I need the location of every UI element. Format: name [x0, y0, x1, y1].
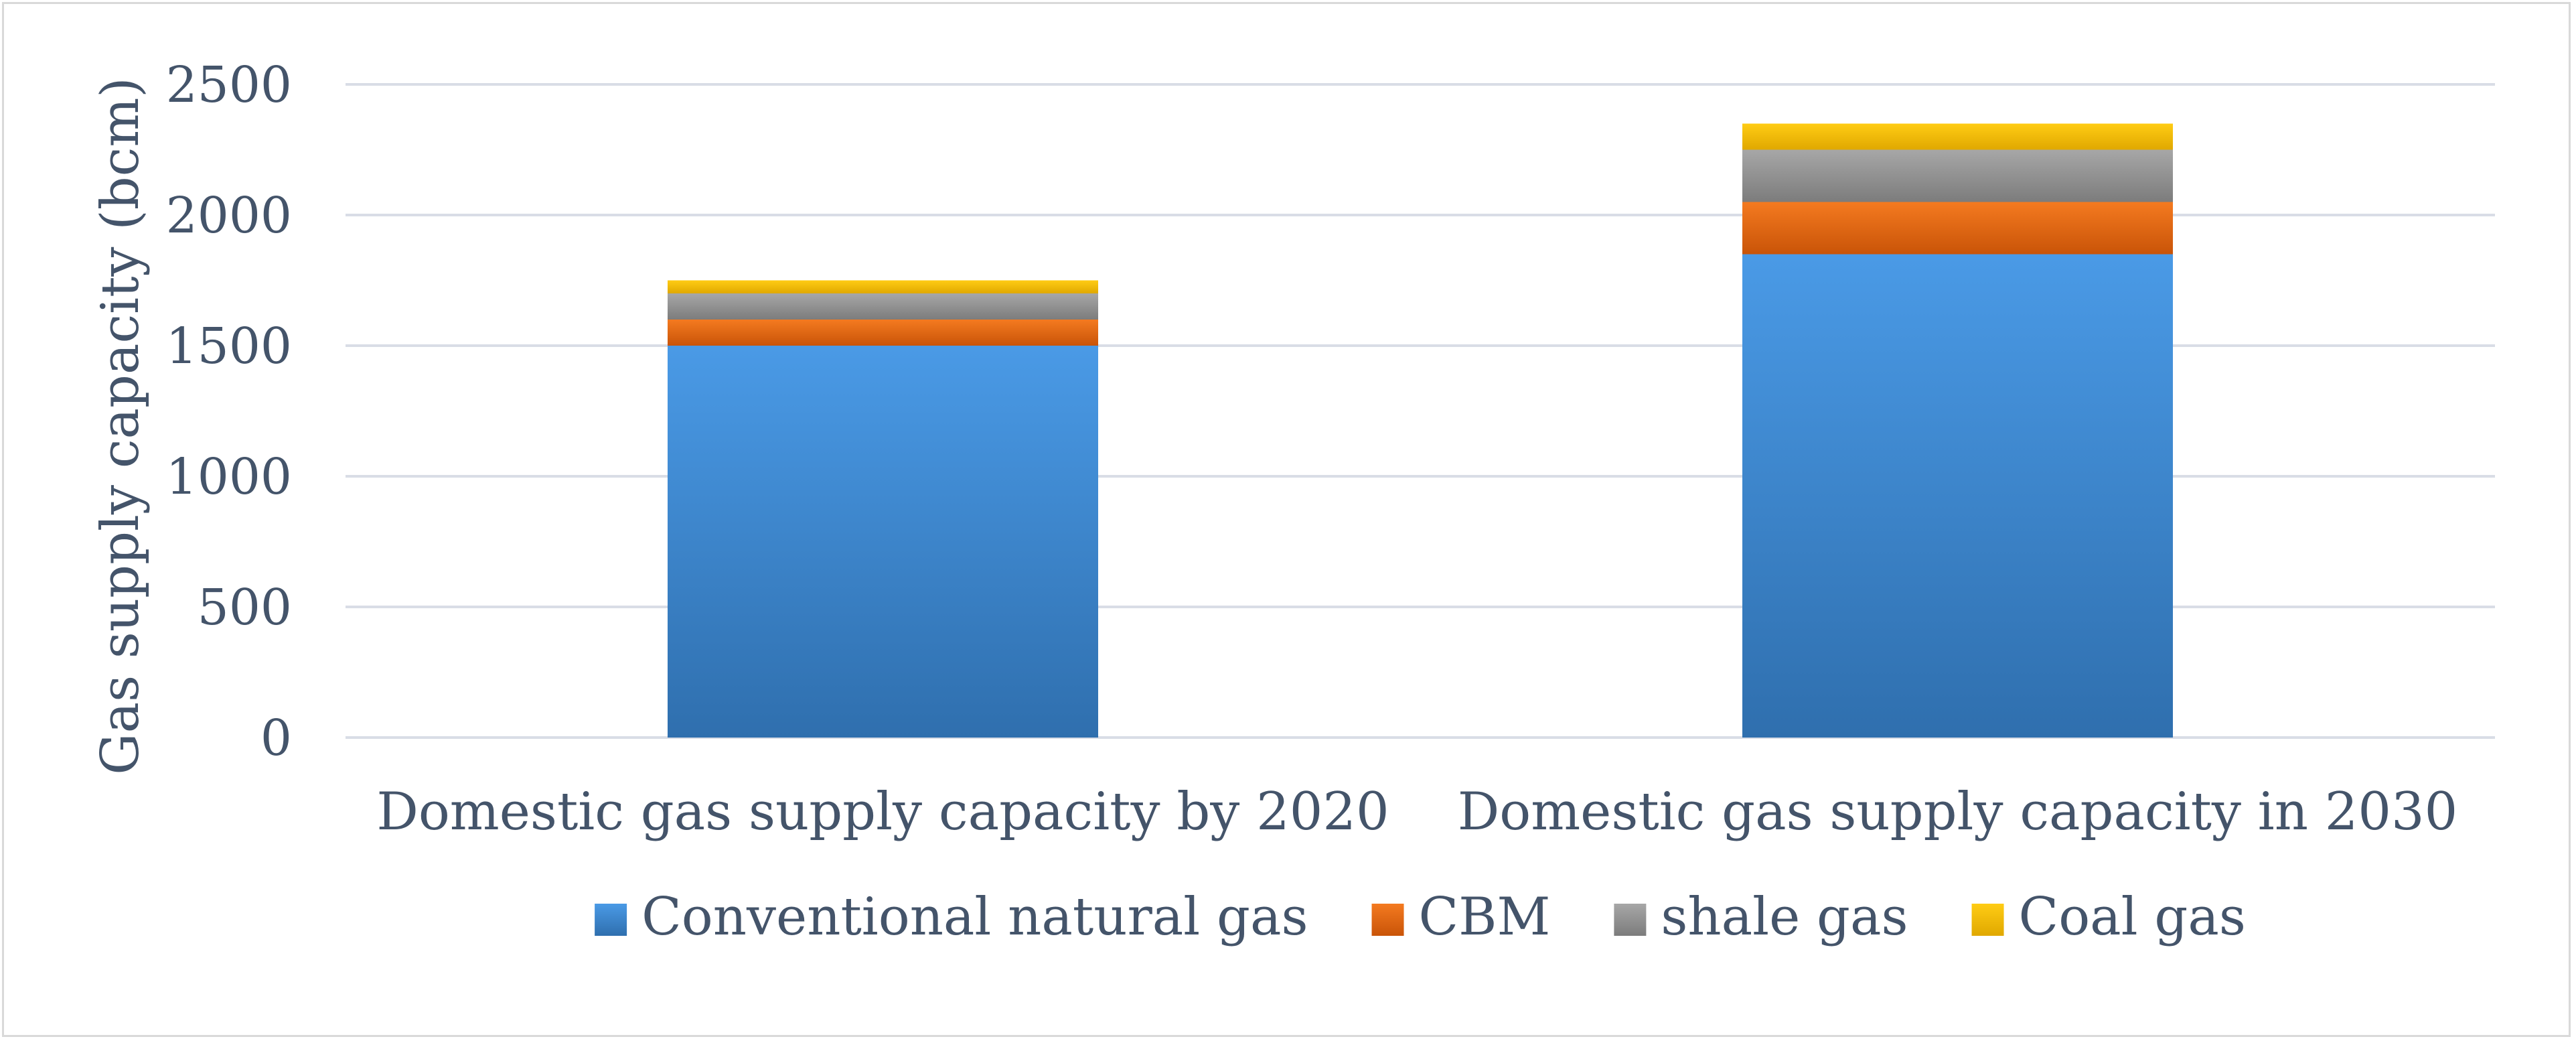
legend-swatch	[1614, 904, 1647, 936]
legend-swatch	[595, 904, 627, 936]
bar-segment-conventional-natural-gas-2	[1742, 254, 2173, 738]
y-axis-ticks: 0 500 1000 1500 2000 2500	[166, 56, 292, 767]
bar-segment-coal-gas-2	[1742, 123, 2173, 150]
y-tick-label: 2500	[166, 56, 292, 114]
stacked-bar-chart: 0 500 1000 1500 2000 2500 Domestic gas supply…	[90, 56, 2495, 947]
x-axis-labels: Domestic gas supply capacity by 2020 Dome…	[376, 782, 2457, 842]
x-tick-label: Domestic gas supply capacity in 2030	[1458, 782, 2458, 842]
legend-label: Conventional natural gas	[641, 887, 1308, 947]
legend-swatch	[1371, 904, 1404, 936]
y-axis-title: Gas supply capacity (bcm)	[90, 77, 151, 774]
bar-segment-cbm-2	[1742, 202, 2173, 255]
legend-label: shale gas	[1661, 887, 1908, 947]
legend-item-conventional-natural-gas: Conventional natural gas	[595, 887, 1308, 947]
y-tick-label: 500	[198, 579, 292, 636]
y-tick-label: 0	[260, 709, 292, 767]
legend-item-shale-gas: shale gas	[1614, 887, 1908, 947]
legend-swatch	[1971, 904, 2004, 936]
bar-segment-cbm-1	[668, 320, 1098, 346]
legend: Conventional natural gas CBM shale gas Coal…	[595, 887, 2246, 947]
legend-label: Coal gas	[2019, 887, 2246, 947]
y-tick-label: 2000	[166, 187, 292, 245]
y-tick-label: 1500	[166, 318, 292, 375]
bars	[668, 123, 2173, 738]
legend-item-cbm: CBM	[1371, 887, 1551, 947]
bar-segment-conventional-natural-gas-1	[668, 346, 1098, 738]
bar-segment-coal-gas-1	[668, 280, 1098, 293]
y-tick-label: 1000	[166, 448, 292, 506]
x-tick-label: Domestic gas supply capacity by 2020	[376, 782, 1389, 842]
legend-label: CBM	[1419, 887, 1551, 947]
bar-segment-shale-gas-1	[668, 293, 1098, 320]
bar-segment-shale-gas-2	[1742, 149, 2173, 202]
legend-item-coal-gas: Coal gas	[1971, 887, 2246, 947]
